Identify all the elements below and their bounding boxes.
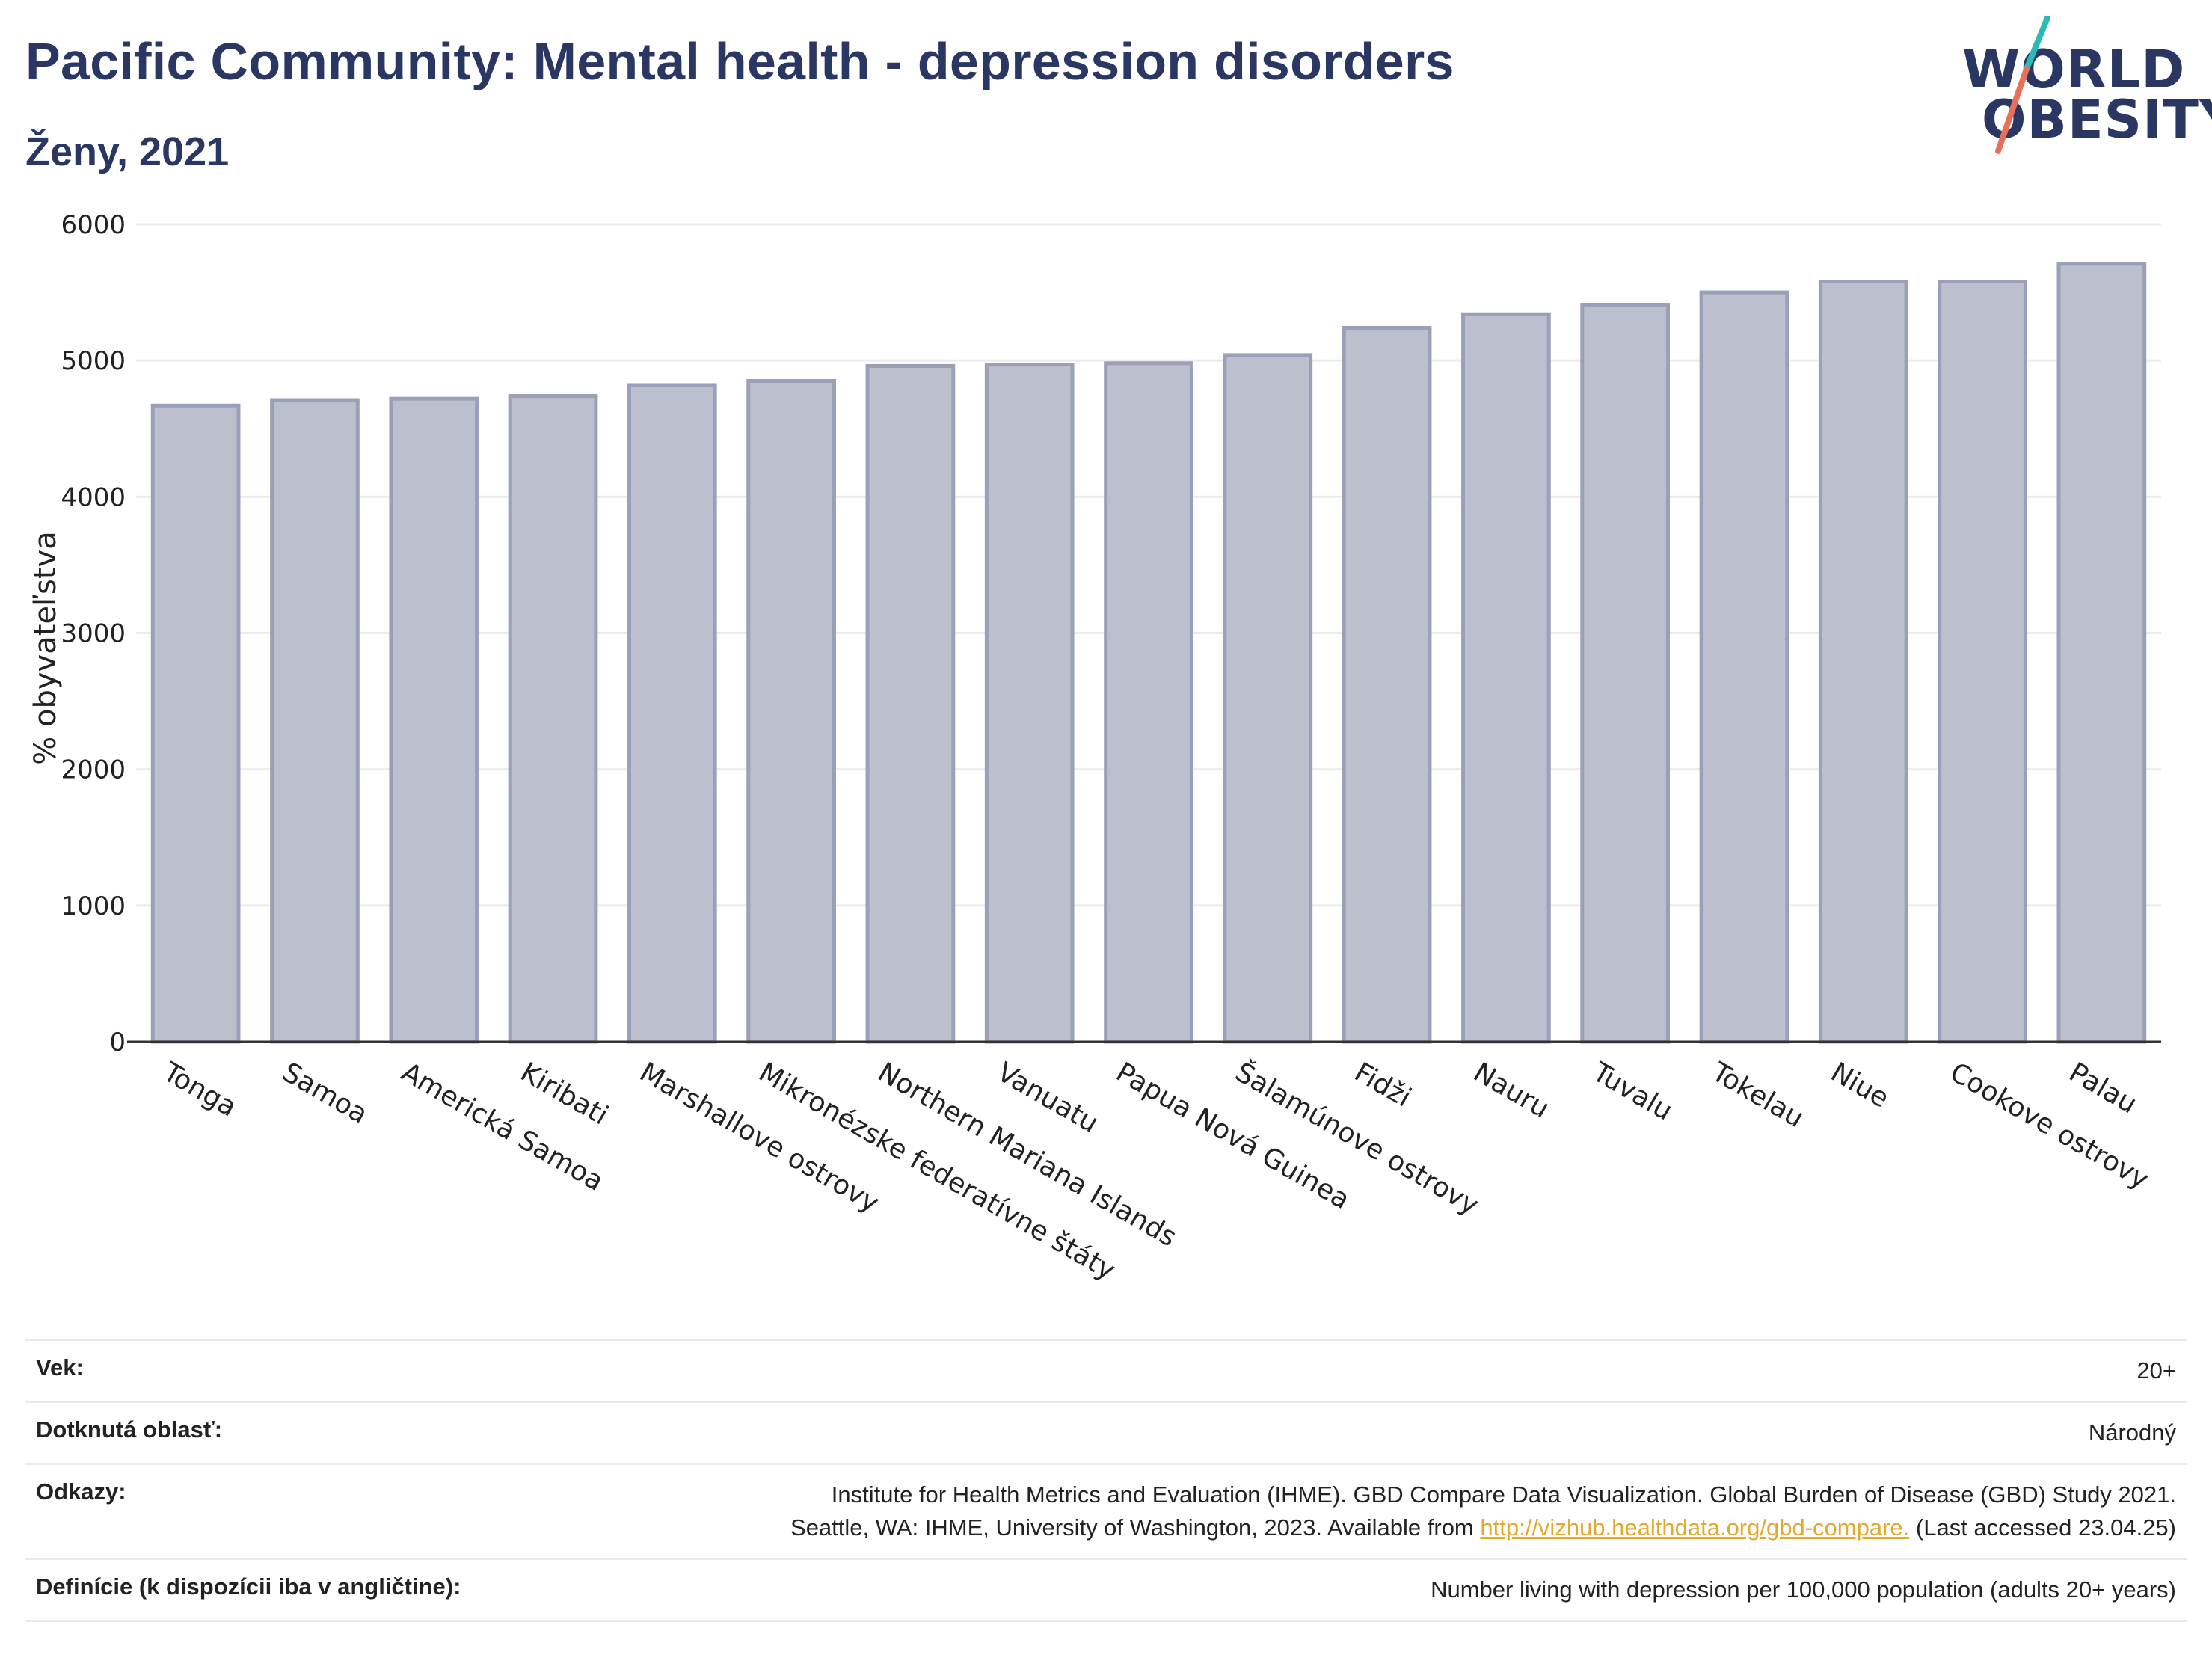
x-tick-label-2: Americká Samoa xyxy=(396,1057,609,1197)
meta-value-references: Institute for Health Metrics and Evaluat… xyxy=(790,1479,2176,1544)
x-tick-label-10: Fidži xyxy=(1349,1057,1416,1113)
x-tick-label-11: Nauru xyxy=(1468,1057,1554,1124)
x-tick-label-14: Niue xyxy=(1825,1057,1893,1114)
y-tick-label-1000: 1000 xyxy=(61,891,126,921)
y-tick-label-4000: 4000 xyxy=(61,482,126,512)
meta-row-region: Dotknutá oblasť: Národný xyxy=(25,1401,2187,1463)
bar-11 xyxy=(1461,312,1551,1044)
meta-label-definition: Definície (k dispozícii iba v angličtine… xyxy=(36,1573,461,1600)
bar-chart: 0 1000 2000 3000 4000 5000 6000 Tonga Samoa Amer… xyxy=(28,210,2161,1286)
axes: 0 1000 2000 3000 4000 5000 6000 xyxy=(61,210,2161,1057)
bar-7 xyxy=(984,363,1075,1044)
world-obesity-logo: WORLD OBESITY xyxy=(1952,16,2212,159)
bar-6 xyxy=(865,363,956,1044)
bar-10 xyxy=(1342,325,1432,1044)
logo-line-2: OBESITY xyxy=(1982,89,2212,150)
bar-13 xyxy=(1699,290,1789,1044)
reference-accessed: (Last accessed 23.04.25) xyxy=(1915,1514,2176,1541)
meta-row-definition: Definície (k dispozícii iba v angličtine… xyxy=(25,1558,2187,1622)
bar-3 xyxy=(508,394,598,1044)
logo-slash-icon xyxy=(1995,16,2050,154)
bar-1 xyxy=(270,398,360,1044)
chart-subtitle: Ženy, 2021 xyxy=(25,129,230,174)
x-tick-label-1: Samoa xyxy=(277,1057,372,1130)
x-tick-label-3: Kiribati xyxy=(515,1057,613,1131)
meta-label-age: Vek: xyxy=(36,1354,84,1381)
bar-14 xyxy=(1818,280,1908,1044)
x-tick-label-15: Cookove ostrovy xyxy=(1945,1057,2154,1195)
logo-line-1: WORLD xyxy=(1962,39,2186,100)
bar-0 xyxy=(150,403,241,1044)
bar-9 xyxy=(1223,353,1313,1044)
bars xyxy=(150,262,2147,1044)
reference-line-1: Institute for Health Metrics and Evaluat… xyxy=(831,1481,2176,1508)
metadata-table: Vek: 20+ Dotknutá oblasť: Národný Odkazy… xyxy=(25,1339,2187,1622)
reference-link[interactable]: http://vizhub.healthdata.org/gbd-compare… xyxy=(1480,1514,1910,1541)
meta-row-references: Odkazy: Institute for Health Metrics and… xyxy=(25,1463,2187,1558)
y-tick-label-5000: 5000 xyxy=(61,346,126,376)
x-tick-label-12: Tuvalu xyxy=(1587,1057,1677,1127)
x-tick-label-13: Tokelau xyxy=(1706,1057,1809,1134)
bar-8 xyxy=(1104,361,1193,1044)
meta-row-age: Vek: 20+ xyxy=(25,1339,2187,1401)
x-tick-label-0: Tonga xyxy=(157,1057,242,1123)
chart-title: Pacific Community: Mental health - depre… xyxy=(25,32,1454,90)
meta-value-definition: Number living with depression per 100,00… xyxy=(1431,1576,2176,1603)
meta-label-region: Dotknutá oblasť: xyxy=(36,1416,223,1443)
bar-12 xyxy=(1580,302,1671,1044)
y-tick-label-3000: 3000 xyxy=(61,619,126,649)
bar-4 xyxy=(627,383,717,1044)
y-axis-label: % obyvateľstva xyxy=(28,531,63,764)
reference-line-2: Seattle, WA: IHME, University of Washing… xyxy=(790,1514,1474,1541)
meta-label-references: Odkazy: xyxy=(36,1479,126,1505)
bar-15 xyxy=(1938,280,2027,1044)
bar-5 xyxy=(746,378,836,1044)
y-tick-label-6000: 6000 xyxy=(61,210,126,240)
bar-16 xyxy=(2056,262,2147,1044)
meta-value-region: Národný xyxy=(2088,1419,2176,1446)
x-tick-label-16: Palau xyxy=(2064,1057,2142,1120)
bar-2 xyxy=(389,396,479,1044)
meta-value-age: 20+ xyxy=(2136,1357,2176,1384)
y-tick-label-0: 0 xyxy=(109,1028,126,1057)
y-tick-label-2000: 2000 xyxy=(61,755,126,785)
